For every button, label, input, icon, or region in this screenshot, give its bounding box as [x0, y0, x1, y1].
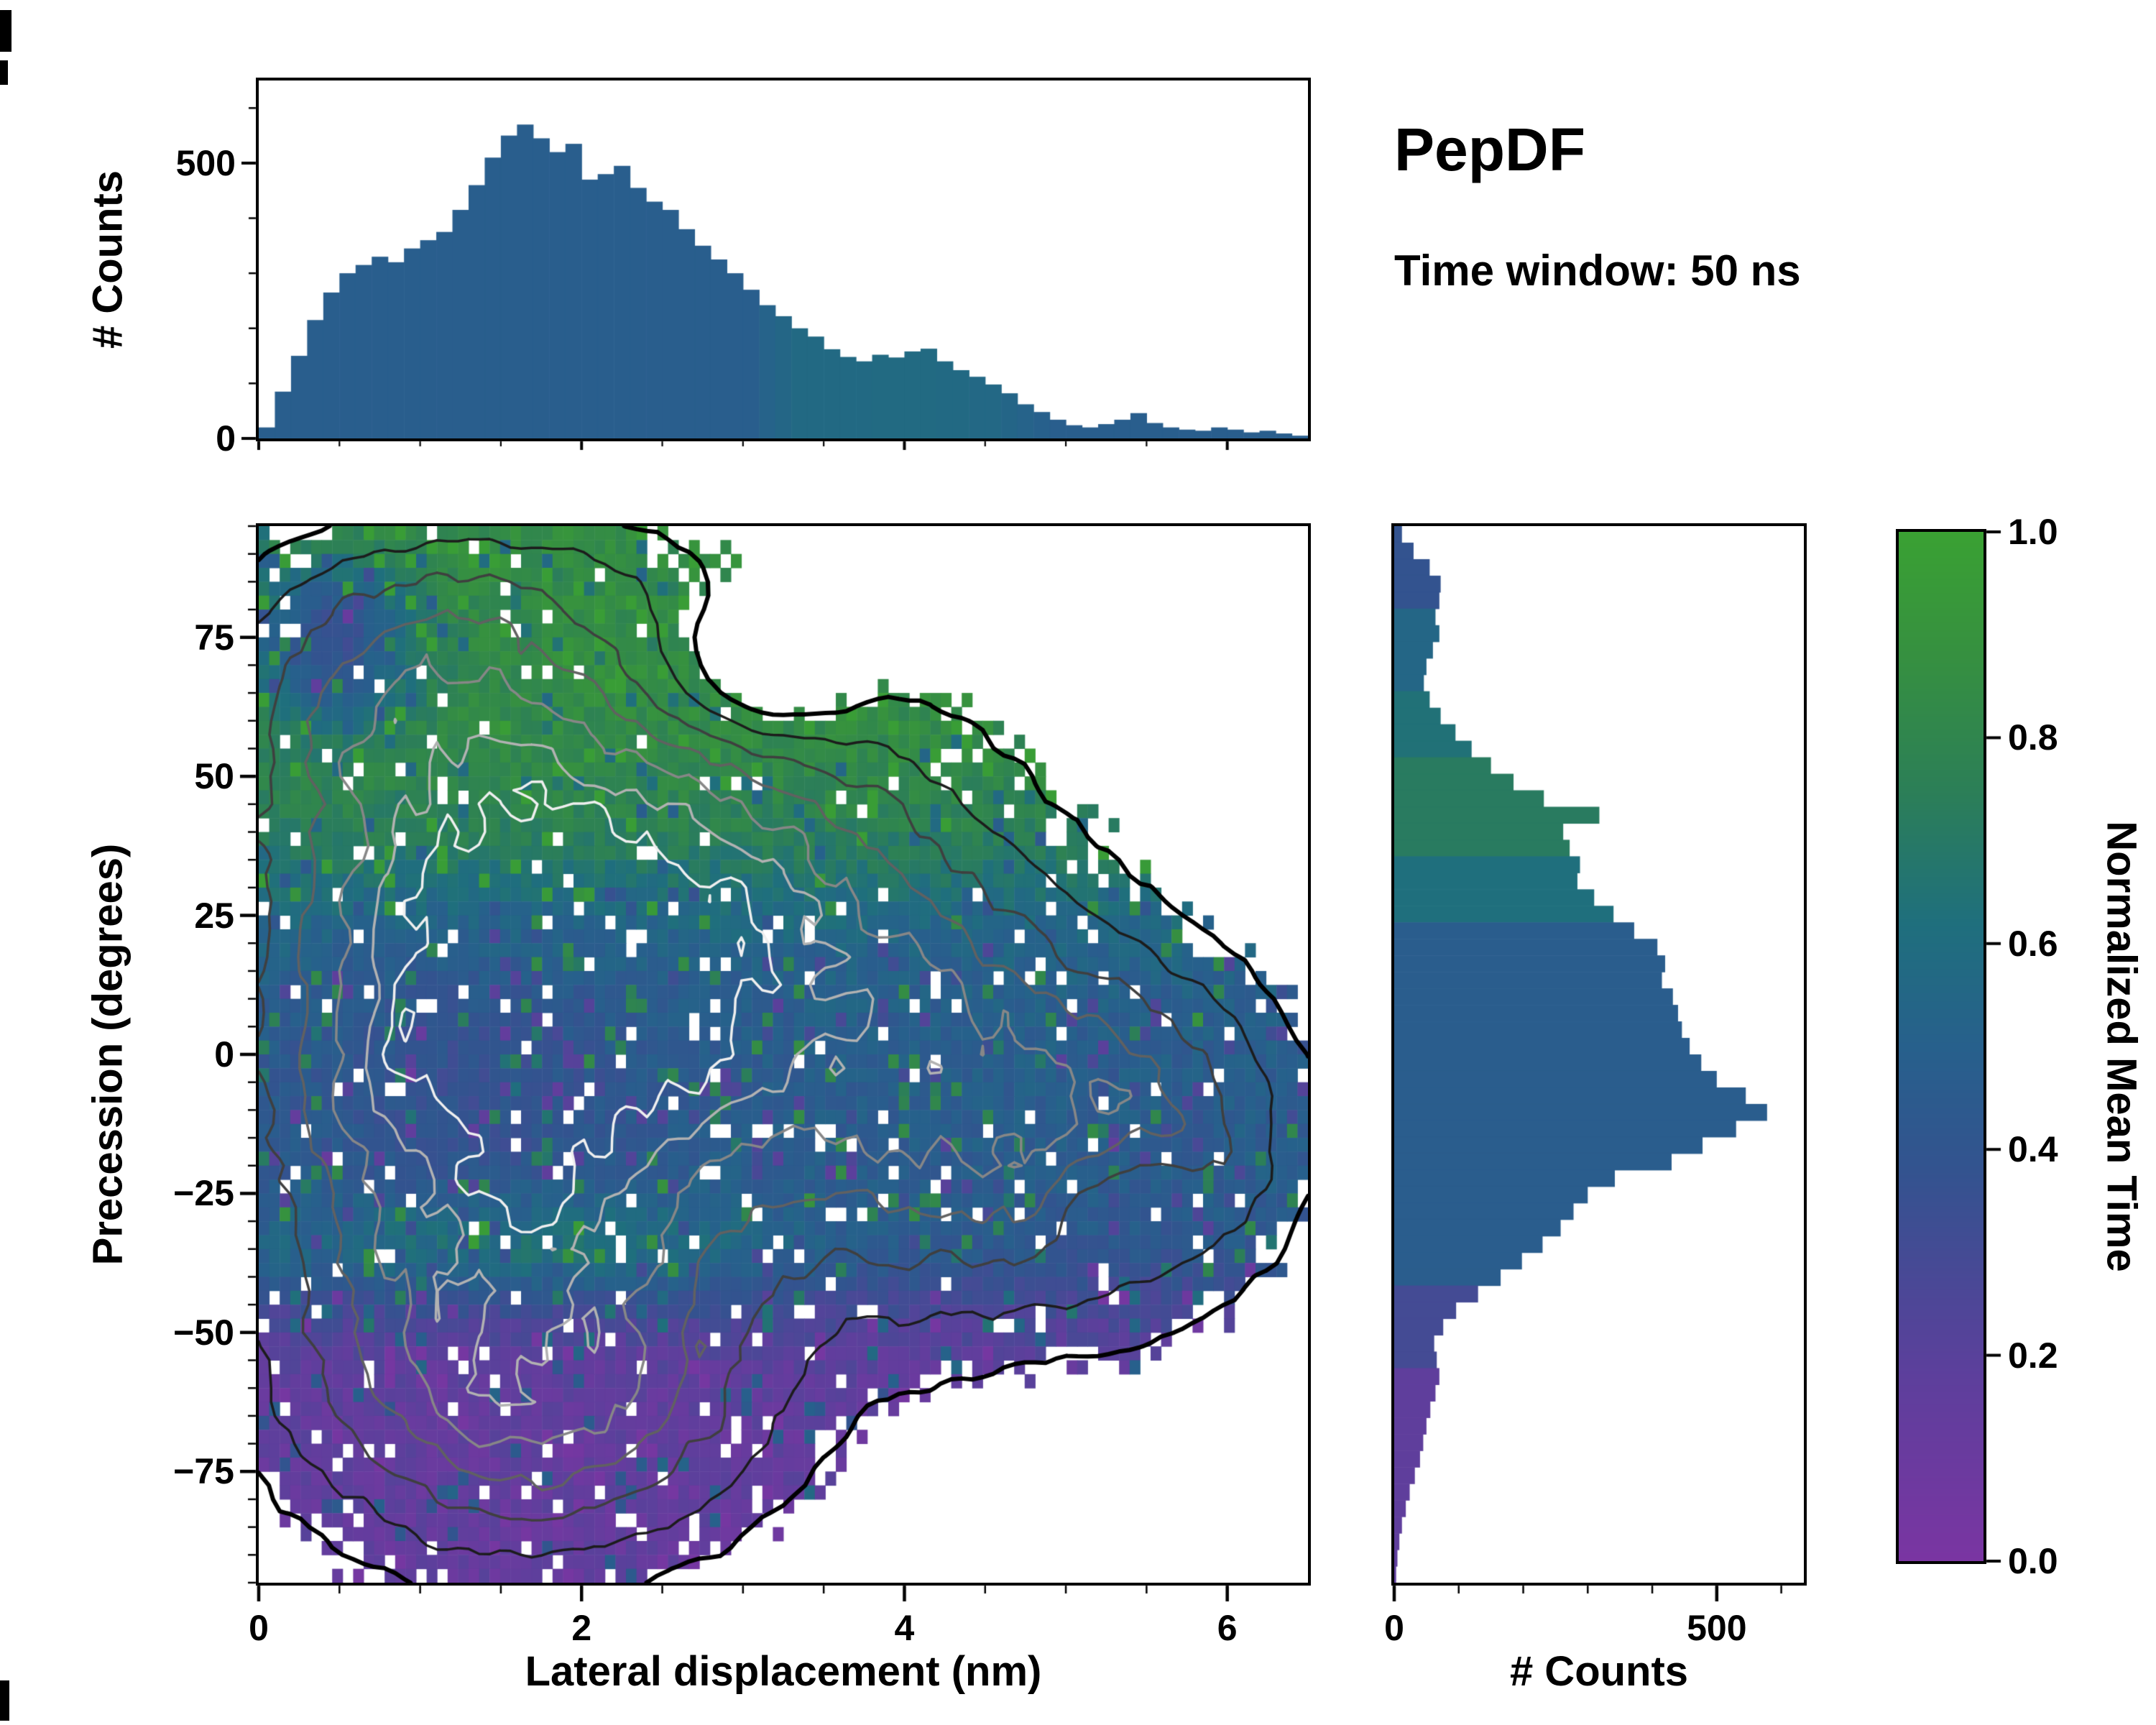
right-histogram-xlabel: # Counts — [1509, 1648, 1689, 1695]
joint-heatmap-panel — [256, 523, 1311, 1586]
heatmap-ylabel: Precession (degrees) — [84, 843, 132, 1266]
heatmap-xtick-label: 0 — [249, 1608, 269, 1648]
heatmap-ytick-label: −50 — [173, 1312, 234, 1353]
right-histogram-panel — [1391, 523, 1807, 1586]
colorbar-tick-label: 0.8 — [2008, 717, 2058, 758]
colorbar-tick-label: 1.0 — [2008, 512, 2058, 552]
colorbar-label: Normalized Mean Time — [2098, 821, 2145, 1272]
colorbar-canvas — [1899, 532, 1984, 1561]
top-histogram-canvas — [259, 80, 1308, 438]
top-histogram-panel — [256, 78, 1311, 441]
heatmap-ytick-label: 50 — [194, 756, 234, 797]
top-histogram-ytick-label: 500 — [175, 142, 236, 183]
top-histogram-ylabel: # Counts — [84, 170, 132, 349]
heatmap-xlabel: Lateral displacement (nm) — [525, 1648, 1042, 1695]
colorbar-tick-label: 0.0 — [2008, 1541, 2058, 1581]
heatmap-ytick-label: −75 — [173, 1451, 234, 1492]
top-histogram-ytick-label: 0 — [216, 418, 236, 459]
edge-crop-artifact-1 — [0, 10, 11, 52]
colorbar-tick-label: 0.4 — [2008, 1129, 2058, 1170]
heatmap-ytick-label: 75 — [194, 617, 234, 658]
figure-title: PepDF — [1394, 116, 1586, 183]
colorbar-tick-label: 0.6 — [2008, 923, 2058, 964]
heatmap-ytick-label: −25 — [173, 1173, 234, 1214]
heatmap-xtick-label: 2 — [571, 1608, 592, 1648]
right-histogram-xtick-label: 500 — [1687, 1608, 1747, 1648]
joint-heatmap-canvas — [259, 526, 1308, 1583]
colorbar-panel — [1896, 529, 1986, 1564]
heatmap-xtick-label: 6 — [1217, 1608, 1238, 1648]
colorbar-tick-label: 0.2 — [2008, 1335, 2058, 1376]
right-histogram-xtick-label: 0 — [1384, 1608, 1404, 1648]
heatmap-ytick-label: 25 — [194, 895, 234, 936]
edge-crop-artifact-3 — [0, 1680, 9, 1721]
edge-crop-artifact-2 — [0, 60, 8, 85]
right-histogram-canvas — [1394, 526, 1804, 1583]
figure-subtitle: Time window: 50 ns — [1394, 247, 1801, 295]
heatmap-xtick-label: 4 — [894, 1608, 915, 1648]
heatmap-ytick-label: 0 — [214, 1034, 234, 1075]
